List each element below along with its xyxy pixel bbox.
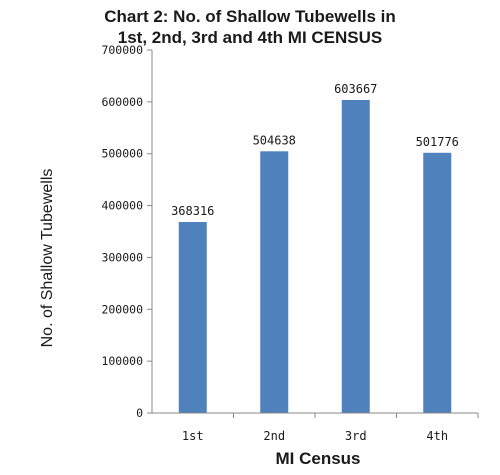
chart-title-line-2: 1st, 2nd, 3rd and 4th MI CENSUS (118, 28, 383, 47)
y-tick-label: 500000 (101, 147, 143, 161)
y-tick-label: 400000 (101, 199, 143, 213)
y-tick-label: 700000 (101, 43, 143, 57)
bar-data-label: 501776 (416, 135, 459, 149)
bar-data-label: 504638 (253, 133, 296, 147)
y-tick-label: 600000 (101, 95, 143, 109)
x-axis-title: MI Census (275, 449, 360, 468)
x-category-label: 1st (182, 429, 204, 443)
bars: 368316 504638 603667 501776 (171, 82, 459, 414)
y-tick-label: 200000 (101, 302, 143, 316)
x-category-label: 2nd (263, 429, 285, 443)
bar (260, 151, 289, 414)
y-axis-title: No. of Shallow Tubewells (39, 169, 56, 348)
chart-title-line-1: Chart 2: No. of Shallow Tubewells in (104, 7, 396, 26)
bar (341, 99, 370, 414)
bar-data-label: 603667 (334, 82, 377, 96)
bar (178, 222, 207, 413)
y-tick-label: 300000 (101, 250, 143, 264)
y-tick-label: 0 (136, 406, 143, 420)
y-tick-label: 100000 (101, 354, 143, 368)
x-axis: 1st 2nd 3rd 4th (152, 412, 479, 443)
bar-data-label: 368316 (171, 204, 214, 218)
x-category-label: 4th (426, 429, 448, 443)
y-axis: 0 100000 200000 300000 400000 500000 600000 700… (101, 43, 153, 420)
x-category-label: 3rd (345, 429, 367, 443)
bar (423, 152, 452, 413)
